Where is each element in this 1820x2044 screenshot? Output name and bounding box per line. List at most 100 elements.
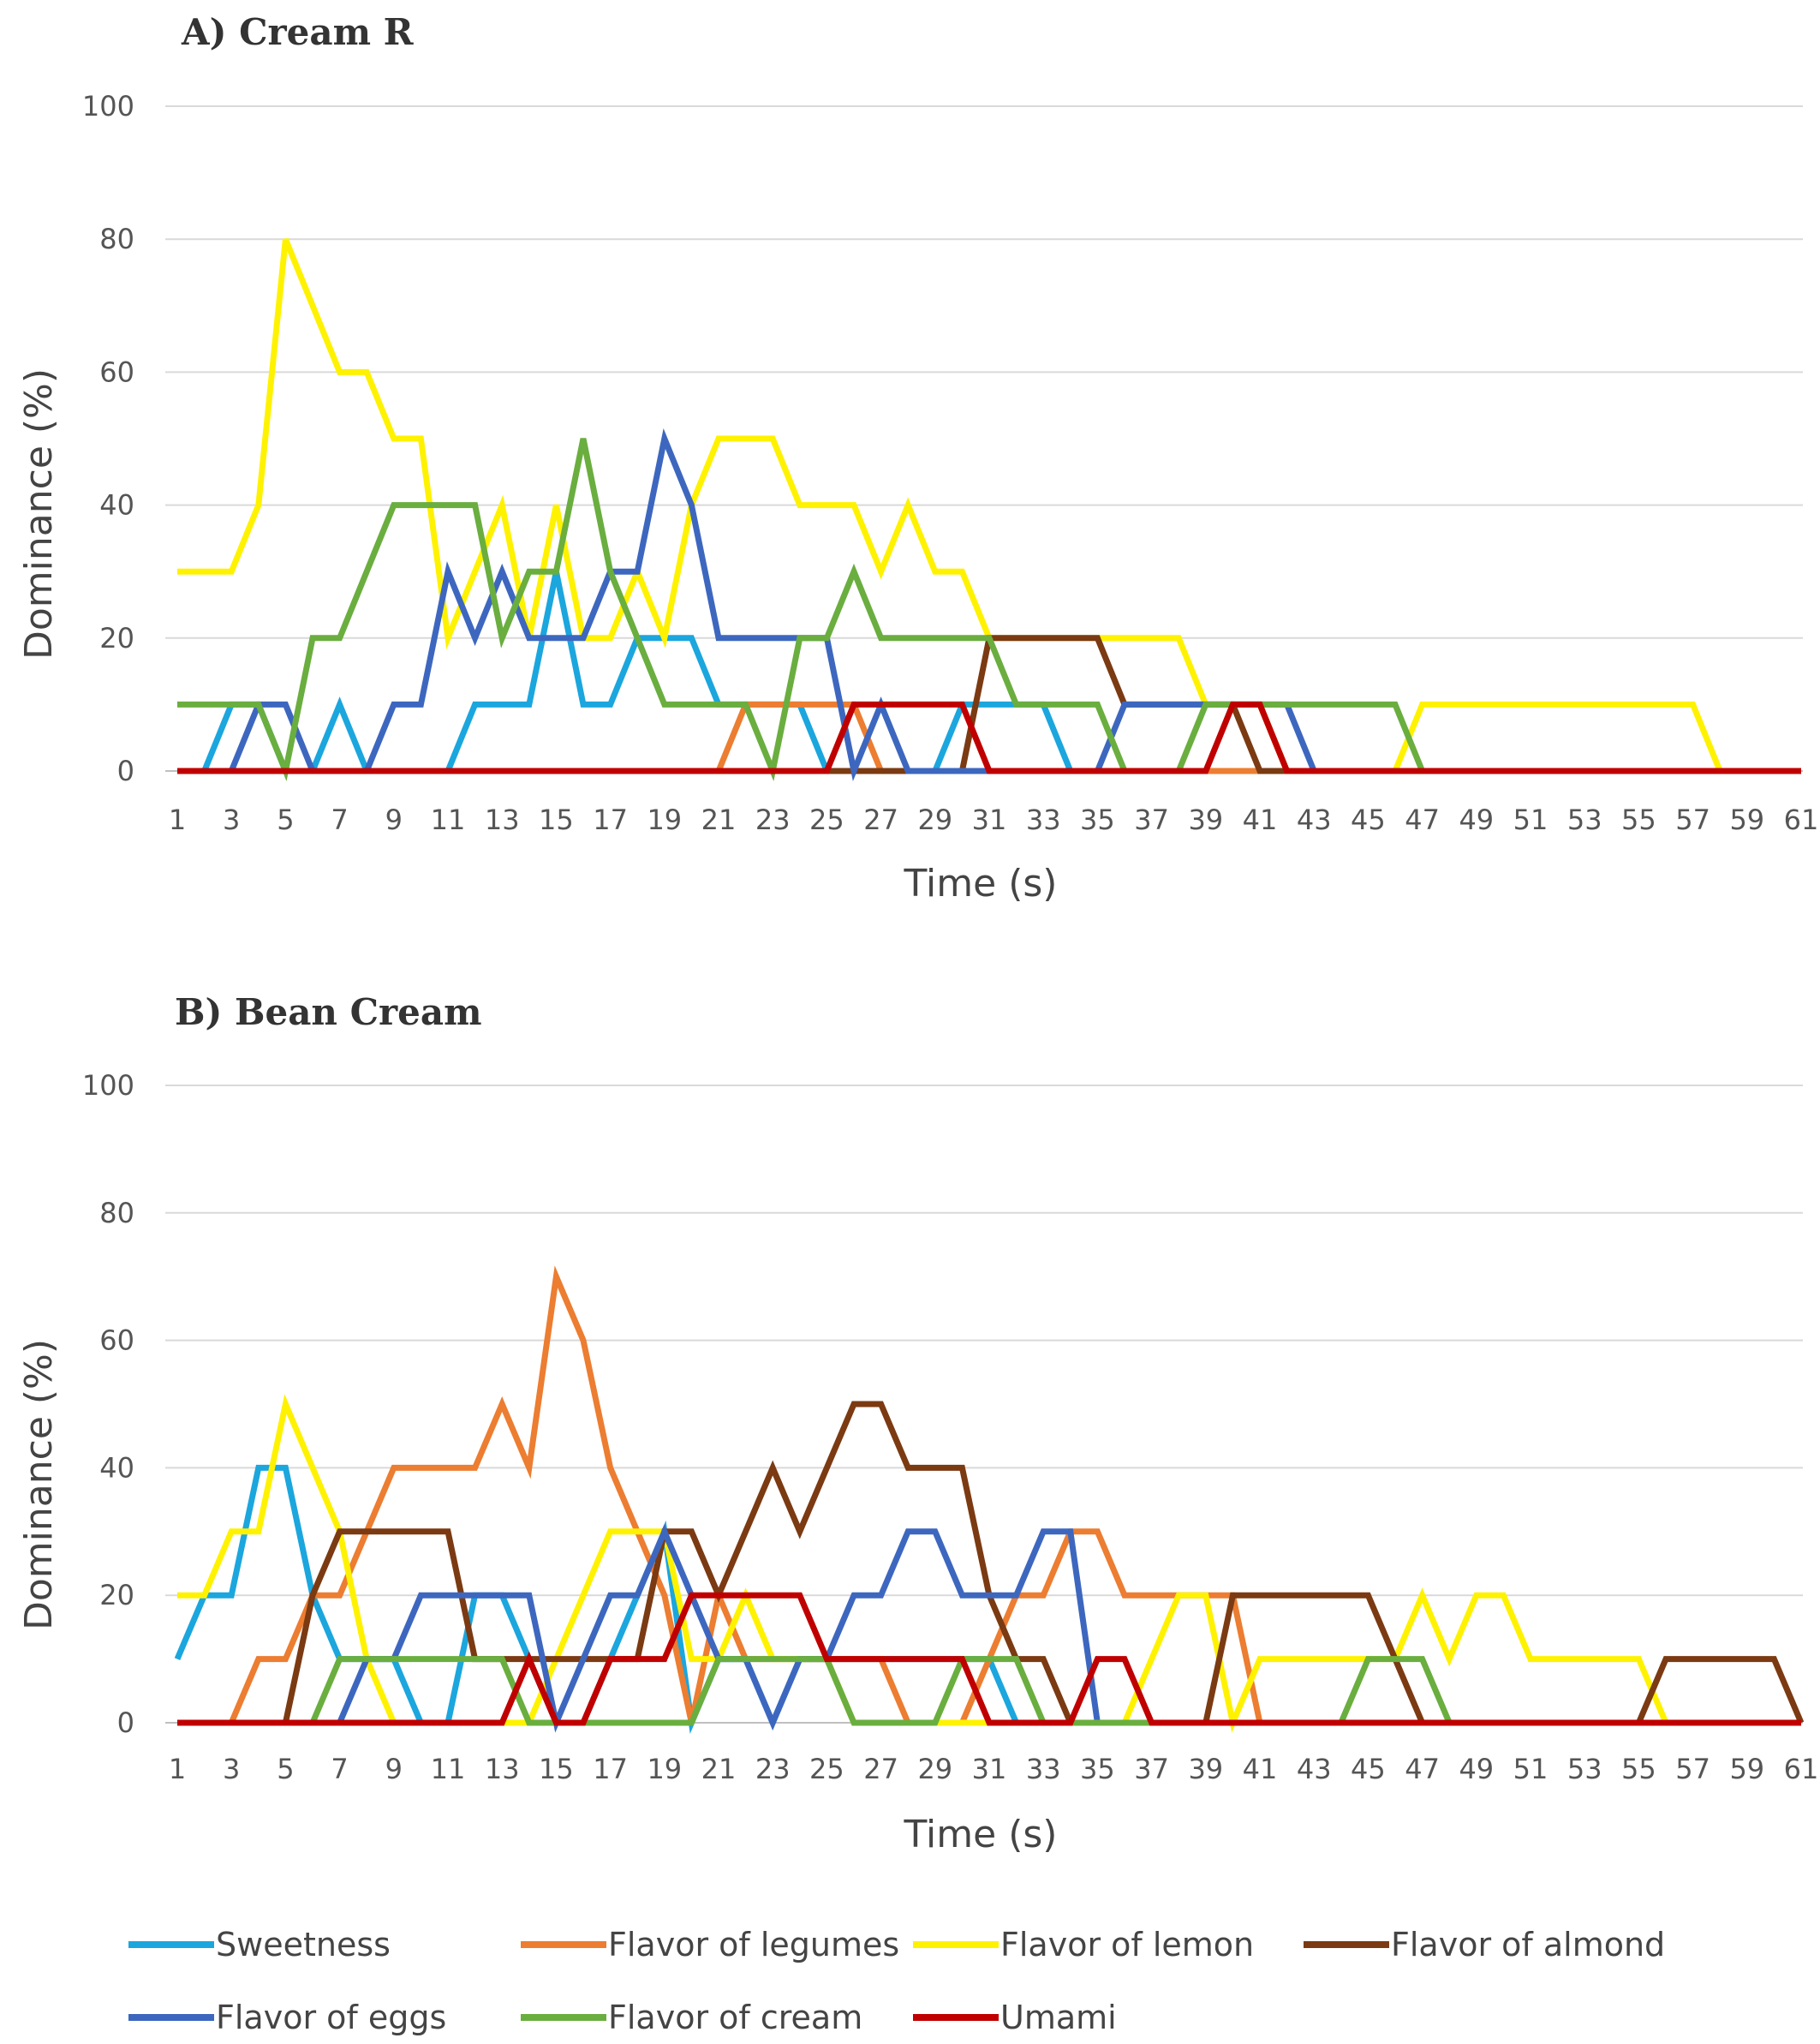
panel-b-y-tick-labels: 0 20 40 60 80 100 — [82, 1069, 134, 1739]
panel-b-x-tick-47: 47 — [1405, 1753, 1440, 1785]
panel-a-x-axis-label: Time (s) — [904, 862, 1058, 905]
legend: Sweetness Flavor of legumes Flavor of lemo… — [128, 1926, 1665, 2036]
panel-b-x-tick-5: 5 — [277, 1753, 294, 1785]
panel-a-x-tick-11: 11 — [431, 804, 466, 836]
panel-b-gridlines — [165, 1085, 1803, 1724]
panel-a-y-tick-80: 80 — [99, 223, 134, 255]
panel-b-x-tick-41: 41 — [1243, 1753, 1278, 1785]
panel-a-series-flavor-of-eggs — [177, 427, 1801, 782]
panel-a-x-tick-41: 41 — [1243, 804, 1278, 836]
panel-b-x-tick-3: 3 — [223, 1753, 240, 1785]
panel-b-y-tick-100: 100 — [82, 1069, 134, 1102]
panel-b-x-tick-19: 19 — [647, 1753, 682, 1785]
panel-b-x-tick-29: 29 — [917, 1753, 952, 1785]
panel-b-x-tick-43: 43 — [1297, 1753, 1332, 1785]
panel-a-title: A) Cream R — [181, 11, 415, 53]
panel-a-x-tick-57: 57 — [1675, 804, 1710, 836]
panel-a-x-tick-7: 7 — [331, 804, 348, 836]
panel-b-x-tick-33: 33 — [1026, 1753, 1061, 1785]
panel-b-x-tick-1: 1 — [169, 1753, 186, 1785]
panel-b-x-tick-57: 57 — [1675, 1753, 1710, 1785]
panel-a-x-tick-45: 45 — [1351, 804, 1386, 836]
legend-label-umami: Umami — [1000, 1999, 1117, 2036]
panel-b-x-tick-21: 21 — [701, 1753, 737, 1785]
panel-b-x-tick-9: 9 — [385, 1753, 403, 1785]
panel-b-x-axis-label: Time (s) — [904, 1813, 1058, 1856]
panel-b-series-flavor-of-lemon — [177, 1394, 1801, 1733]
panel-b-x-tick-27: 27 — [863, 1753, 898, 1785]
panel-b-series-flavor-of-cream — [177, 1656, 1801, 1726]
panel-b-x-tick-13: 13 — [485, 1753, 520, 1785]
panel-b-y-tick-80: 80 — [99, 1197, 134, 1229]
panel-b-x-tick-37: 37 — [1134, 1753, 1169, 1785]
panel-b-x-tick-labels: 1 3 5 7 9 11 13 15 17 19 21 23 25 27 29 31 33 35 37 39 41 43 4… — [169, 1753, 1819, 1785]
panel-b-x-tick-59: 59 — [1729, 1753, 1764, 1785]
panel-b-series-flavor-of-eggs — [177, 1523, 1801, 1733]
panel-a-y-tick-20: 20 — [99, 622, 134, 654]
panel-a-x-tick-49: 49 — [1459, 804, 1494, 836]
panel-a-x-tick-labels: 1 3 5 7 9 11 13 15 17 19 21 23 25 27 29 31 33 35 37 39 41 43 4… — [169, 804, 1819, 836]
panel-a-series-sweetness — [177, 571, 1801, 774]
panel-a-x-tick-33: 33 — [1026, 804, 1061, 836]
legend-label-flavor-of-almond: Flavor of almond — [1391, 1926, 1665, 1963]
panel-a-x-tick-35: 35 — [1080, 804, 1115, 836]
panel-a-x-tick-43: 43 — [1297, 804, 1332, 836]
panel-b-x-tick-51: 51 — [1513, 1753, 1548, 1785]
panel-a-x-tick-29: 29 — [917, 804, 952, 836]
panel-a-x-tick-39: 39 — [1188, 804, 1223, 836]
panel-a-x-tick-19: 19 — [647, 804, 682, 836]
panel-a-x-tick-61: 61 — [1784, 804, 1819, 836]
panel-a-x-tick-1: 1 — [169, 804, 186, 836]
panel-b-x-tick-39: 39 — [1188, 1753, 1223, 1785]
panel-b-x-tick-31: 31 — [972, 1753, 1007, 1785]
panel-a-x-tick-17: 17 — [593, 804, 628, 836]
panel-a-x-tick-3: 3 — [223, 804, 240, 836]
legend-label-flavor-of-eggs: Flavor of eggs — [216, 1999, 446, 2036]
panel-a-x-tick-23: 23 — [755, 804, 791, 836]
panel-b-x-tick-61: 61 — [1784, 1753, 1819, 1785]
panel-b-x-tick-35: 35 — [1080, 1753, 1115, 1785]
legend-label-flavor-of-lemon: Flavor of lemon — [1000, 1926, 1254, 1963]
panel-a-x-tick-55: 55 — [1621, 804, 1656, 836]
panel-a-series-lines — [177, 237, 1801, 782]
panel-b-x-tick-17: 17 — [593, 1753, 628, 1785]
panel-b-y-tick-0: 0 — [117, 1706, 134, 1739]
panel-a-series-flavor-of-legumes — [177, 701, 1801, 774]
panel-a-y-tick-labels: 0 20 40 60 80 100 — [82, 90, 134, 787]
panel-a-y-tick-60: 60 — [99, 356, 134, 388]
panel-a-x-tick-47: 47 — [1405, 804, 1440, 836]
panel-a-x-tick-21: 21 — [701, 804, 737, 836]
panel-a-x-tick-9: 9 — [385, 804, 403, 836]
panel-b-x-tick-49: 49 — [1459, 1753, 1494, 1785]
panel-b-y-tick-40: 40 — [99, 1451, 134, 1484]
panel-a-x-tick-13: 13 — [485, 804, 520, 836]
panel-a-x-tick-15: 15 — [539, 804, 574, 836]
panel-a-x-tick-5: 5 — [277, 804, 294, 836]
panel-a-y-tick-0: 0 — [117, 755, 134, 787]
panel-a-x-tick-53: 53 — [1567, 804, 1602, 836]
panel-b-series-lines — [174, 1265, 1805, 1734]
panel-a-x-tick-25: 25 — [809, 804, 844, 836]
panel-a-x-tick-37: 37 — [1134, 804, 1169, 836]
panel-a-x-tick-59: 59 — [1729, 804, 1764, 836]
panel-b-x-tick-55: 55 — [1621, 1753, 1656, 1785]
panel-a-x-tick-31: 31 — [972, 804, 1007, 836]
legend-label-flavor-of-cream: Flavor of cream — [608, 1999, 862, 2036]
legend-label-sweetness: Sweetness — [216, 1926, 391, 1963]
panel-b-series-flavor-of-almond — [177, 1401, 1805, 1726]
panel-b-x-tick-23: 23 — [755, 1753, 791, 1785]
panel-b-series-umami — [177, 1592, 1801, 1726]
panel-a-x-tick-27: 27 — [863, 804, 898, 836]
panel-b-x-tick-45: 45 — [1351, 1753, 1386, 1785]
panel-a-y-tick-40: 40 — [99, 489, 134, 522]
panel-a-x-tick-51: 51 — [1513, 804, 1548, 836]
panel-b-x-tick-11: 11 — [431, 1753, 466, 1785]
panel-b-x-tick-7: 7 — [331, 1753, 348, 1785]
panel-a-series-flavor-of-cream — [177, 438, 1801, 782]
panel-b-series-flavor-of-legumes — [177, 1265, 1801, 1726]
panel-b-x-tick-15: 15 — [539, 1753, 574, 1785]
panel-b-y-axis-label: Dominance (%) — [17, 1339, 61, 1630]
panel-b-x-tick-25: 25 — [809, 1753, 844, 1785]
